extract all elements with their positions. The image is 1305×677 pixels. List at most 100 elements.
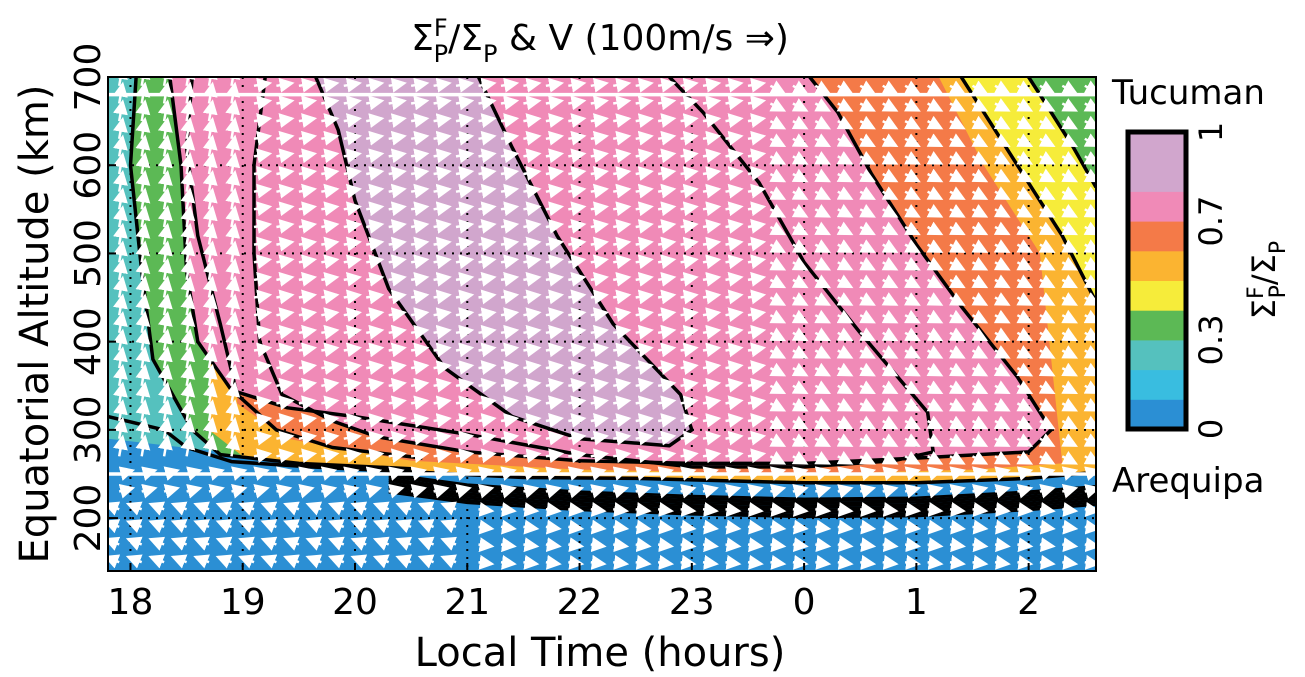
vector-815 <box>770 501 787 517</box>
vector-217 <box>276 183 295 199</box>
vector-102 <box>180 222 196 245</box>
vector-693 <box>657 183 677 199</box>
vector-602 <box>590 307 609 323</box>
vector-993 <box>904 327 921 342</box>
vector-312 <box>365 483 383 499</box>
vector-898 <box>837 519 854 535</box>
vector-304 <box>343 130 362 146</box>
vector-211 <box>276 289 295 305</box>
vector-855 <box>791 292 809 306</box>
vector-865 <box>791 115 809 130</box>
vector-890 <box>814 168 832 183</box>
vector-723 <box>680 148 699 164</box>
vector-731 <box>702 501 719 517</box>
vector-545 <box>545 324 565 340</box>
vector-703 <box>680 501 697 517</box>
vector-1150 <box>1039 519 1056 535</box>
vector-158 <box>225 222 241 245</box>
vector-42 <box>135 293 151 316</box>
vector-359 <box>388 148 407 164</box>
vector-1038 <box>949 519 966 535</box>
vector-15 <box>113 275 128 298</box>
vector-555 <box>545 148 565 164</box>
vector-1085 <box>971 186 989 200</box>
vector-586 <box>568 95 587 111</box>
vector-1020 <box>926 345 944 359</box>
vector-1029 <box>926 186 944 200</box>
vector-672 <box>657 554 675 570</box>
vector-692 <box>657 201 677 217</box>
vector-549 <box>545 254 565 270</box>
vector-877 <box>814 397 832 412</box>
y-tick-label-4: 600 <box>68 131 109 200</box>
vector-546 <box>545 307 565 323</box>
vector-350 <box>388 307 407 323</box>
vector-707 <box>680 430 699 446</box>
vector-1084 <box>971 203 989 218</box>
vector-967 <box>881 292 899 306</box>
vector-137 <box>202 99 218 122</box>
vector-610 <box>590 166 609 181</box>
vector-715 <box>680 289 699 305</box>
vector-569 <box>568 395 587 411</box>
vector-249 <box>298 113 318 128</box>
vector-695 <box>657 148 677 164</box>
vector-881 <box>814 327 832 342</box>
vector-699 <box>657 77 677 93</box>
vector-206 <box>276 377 295 393</box>
vector-880 <box>814 345 832 359</box>
vector-311 <box>350 501 368 516</box>
vector-469 <box>478 183 497 199</box>
vector-639 <box>612 148 632 164</box>
vector-365 <box>395 536 413 551</box>
vector-625 <box>612 395 632 411</box>
vector-419 <box>433 77 452 93</box>
vector-998 <box>904 239 921 253</box>
vector-377 <box>410 324 430 340</box>
vector-308 <box>350 554 368 569</box>
vector-306 <box>343 95 362 111</box>
vector-656 <box>635 342 654 358</box>
vector-123 <box>202 346 218 369</box>
vector-92 <box>180 399 196 422</box>
vector-19 <box>113 205 128 228</box>
vector-108 <box>180 116 196 140</box>
vector-904 <box>836 415 854 430</box>
vector-647 <box>635 501 652 517</box>
vector-259 <box>321 430 340 446</box>
vector-1147 <box>1016 80 1034 95</box>
vector-52 <box>135 116 151 140</box>
vector-37 <box>135 381 151 404</box>
vector-788 <box>747 484 764 499</box>
vector-559 <box>545 77 565 93</box>
region-late-green <box>1028 77 1096 188</box>
vector-414 <box>433 166 452 181</box>
vector-410 <box>433 236 452 252</box>
vector-197 <box>260 536 278 551</box>
vector-314 <box>365 448 385 464</box>
vector-198 <box>260 519 278 534</box>
vector-949 <box>859 115 876 130</box>
vector-1131 <box>1016 362 1034 377</box>
vector-728 <box>702 554 719 570</box>
vector-927 <box>860 501 877 517</box>
vector-614 <box>590 95 609 111</box>
vector-1165 <box>1038 256 1056 271</box>
vector-223 <box>276 77 295 93</box>
vector-505 <box>523 537 540 553</box>
x-tick-label-6: 0 <box>793 582 816 623</box>
vector-820 <box>769 415 787 430</box>
vector-950 <box>859 98 876 112</box>
vector-581 <box>568 183 587 199</box>
vector-719 <box>680 219 699 234</box>
vector-78 <box>157 152 173 175</box>
vector-1004 <box>904 133 921 147</box>
vector-694 <box>657 166 677 181</box>
vector-13 <box>113 310 128 334</box>
vector-35 <box>135 416 151 439</box>
vector-1102 <box>993 380 1011 394</box>
vector-99 <box>180 275 196 298</box>
vector-204 <box>276 413 295 428</box>
vector-1182 <box>1061 450 1079 465</box>
vector-852 <box>791 345 809 359</box>
